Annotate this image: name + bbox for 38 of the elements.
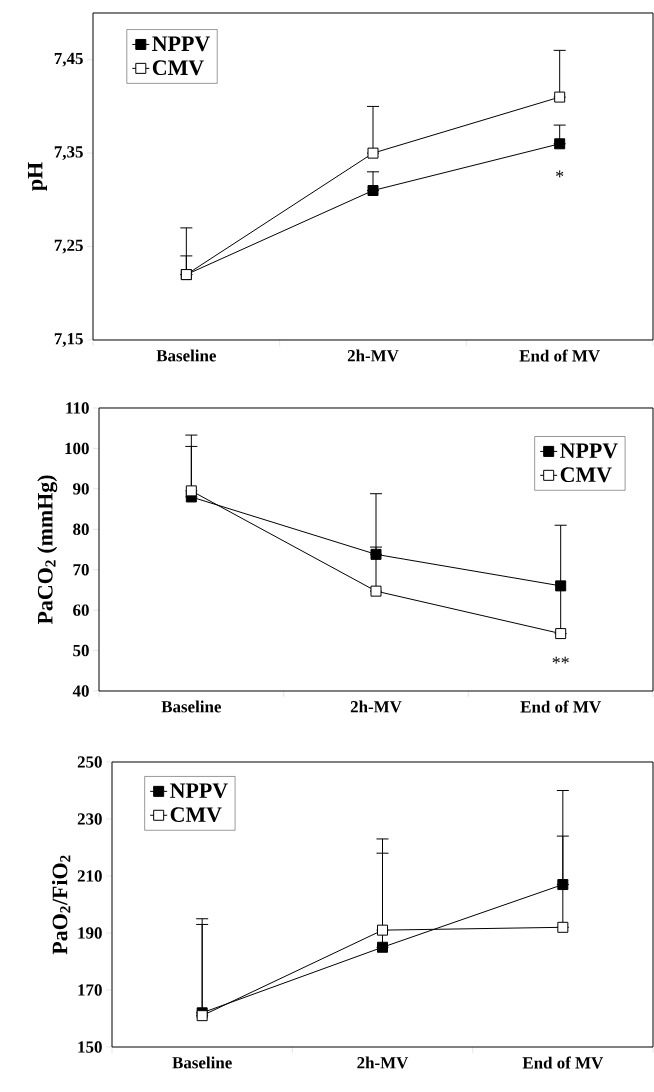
y-tick-label: 170	[78, 984, 102, 996]
y-tick-label: 7,45	[54, 52, 83, 67]
x-tick-label: End of MV	[520, 700, 601, 713]
x-tick-label: 2h-MV	[347, 349, 399, 362]
y-tick-label: 70	[73, 563, 89, 576]
y-tick-label: 60	[73, 604, 89, 616]
y-tick-label: 250	[77, 756, 102, 768]
x-tick-label: Baseline	[172, 1056, 232, 1069]
y-tick-label: 50	[73, 644, 89, 657]
y-tick-label: 7,25	[54, 239, 83, 254]
legend-label: NPPV	[170, 783, 228, 799]
y-tick-label: 7,15	[54, 333, 83, 347]
x-tick-label: End of MV	[522, 1056, 604, 1069]
y-axis-title: PaO$_{2}$/FiO$_{2}$	[51, 855, 71, 955]
x-tick-label: Baseline	[156, 349, 217, 362]
legend-label: NPPV	[560, 443, 618, 459]
annotation: **	[552, 656, 569, 664]
y-tick-label: 150	[78, 1041, 102, 1053]
legend-label: NPPV	[152, 36, 210, 52]
y-tick-label: 40	[72, 685, 89, 697]
legend-label: CMV	[170, 807, 222, 823]
y-tick-label: 7,35	[54, 146, 83, 161]
y-tick-label: 80	[73, 523, 89, 535]
legend-label: CMV	[152, 60, 204, 76]
x-tick-label: End of MV	[519, 349, 600, 362]
y-tick-label: 100	[65, 442, 89, 455]
x-tick-label: Baseline	[161, 700, 222, 713]
x-tick-label: 2h-MV	[350, 700, 402, 713]
annotation: *	[556, 170, 564, 178]
y-axis-title: PaCO$_{2}$ (mmHg)	[37, 475, 58, 625]
y-tick-label: 110	[66, 402, 89, 414]
y-axis-title: pH	[27, 162, 48, 191]
y-tick-label: 190	[78, 927, 102, 939]
y-tick-label: 230	[77, 813, 102, 825]
x-tick-label: 2h-MV	[357, 1056, 409, 1069]
y-tick-label: 210	[77, 870, 102, 882]
legend-label: CMV	[560, 467, 612, 483]
y-tick-label: 90	[73, 483, 89, 495]
